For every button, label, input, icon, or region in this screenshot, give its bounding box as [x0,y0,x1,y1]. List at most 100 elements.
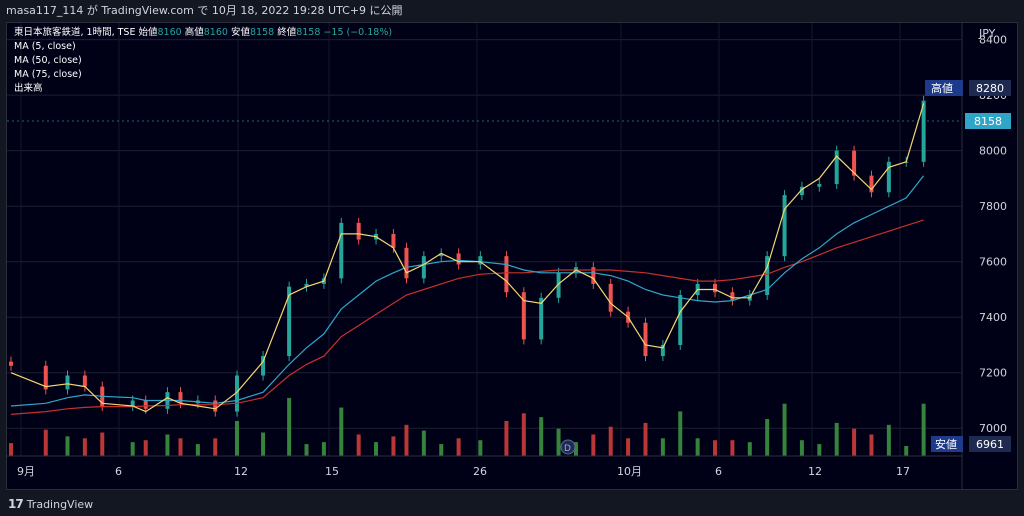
candle-body [782,195,787,257]
candle-body [9,361,13,366]
grid-lines [7,23,962,456]
candle-body [456,253,461,265]
volume-bar [678,411,683,456]
tradingview-logo[interactable]: 17 TradingView [8,497,93,511]
volume-bar [886,424,891,456]
time-tick-label: 26 [473,465,487,478]
volume-bar [339,407,344,456]
candle-body [852,150,857,176]
chart-canvas[interactable]: 84008200800078007600740072007000 9月61215… [7,23,1017,489]
time-tick-label: 9月 [17,465,35,478]
volume-bar [321,442,326,456]
volume-bar [608,426,613,456]
svg-text:D: D [564,444,571,454]
volume-bar [626,438,631,456]
legend-ohlc-row: 東日本旅客鉄道, 1時間, TSE 始値8160 高値8160 安値8158 終… [14,26,392,40]
high-value: 8160 [203,27,228,38]
volume-bar [391,436,396,456]
candle-body [65,375,70,390]
candle-body [421,256,426,279]
price-tick-label: 8400 [979,34,1007,47]
footer-bar [0,490,1024,516]
candle-body [143,400,148,409]
candle-body [404,247,409,279]
currency-label: JPY [978,27,996,40]
volume-bar [730,440,735,456]
close-value: 8158 [296,27,321,38]
candle-body [765,256,770,296]
price-tick-label: 7600 [979,256,1007,269]
high-tag-value: 8280 [976,82,1004,95]
volume-bar [65,436,70,456]
candle-body [213,400,218,412]
price-tick-label: 7200 [979,367,1007,380]
volume-bar [287,397,292,456]
indicator-ma50[interactable]: MA (50, close) [14,55,82,66]
volume-bar [504,421,509,456]
low-value: 8158 [249,27,275,38]
volume-bar [782,403,787,456]
chart-pane[interactable]: 84008200800078007600740072007000 9月61215… [6,22,1018,490]
candle-body [130,400,135,407]
time-tick-label: 6 [115,465,122,478]
volume-bar [195,444,200,456]
candle-body [339,222,344,279]
volume-bar [234,421,239,456]
change-value: −15 (−0.18%) [323,27,393,38]
candle-body [478,256,483,265]
volume-bar [713,440,718,456]
attribution-text: masa117_114 が TradingView.com で 10月 18, … [6,4,403,17]
volume-bar [539,417,544,456]
candle-body [869,175,874,193]
moving-averages [10,103,925,415]
candle-body [730,292,735,301]
candle-body [82,375,87,387]
price-tick-label: 7400 [979,311,1007,324]
volume-bar [456,438,461,456]
candle-body [43,365,48,390]
volume-bar [869,434,874,456]
volume-bar [82,438,87,456]
volume-bar [904,446,909,456]
volume-bar [921,403,926,456]
candle-body [304,283,309,287]
candle-body [834,150,839,184]
low-tag: 安値 6961 [931,436,1011,452]
volume-bar [43,429,48,456]
volume-bar [573,442,578,456]
symbol-label: 東日本旅客鉄道, 1時間, TSE [14,27,136,38]
last-price-value: 8158 [974,115,1002,128]
attribution-bar: masa117_114 が TradingView.com で 10月 18, … [0,0,1024,22]
volume-bar [404,424,409,456]
candle-body [713,283,718,293]
time-tick-label: 12 [808,465,822,478]
volume-bar [765,419,770,456]
high-tag-label: 高値 [931,81,953,95]
volume-bar [799,440,804,456]
volume-bar [356,434,361,456]
candle-body [539,297,544,340]
price-tick-label: 7000 [979,422,1007,435]
volume-bar [817,444,822,456]
candle-body [261,356,266,376]
low-tag-value: 6961 [976,438,1004,451]
volume-bar [9,443,13,456]
volume-bar [852,428,857,456]
indicator-ma75[interactable]: MA (75, close) [14,69,82,80]
volume-bar [521,413,526,456]
volume-bar [165,434,170,456]
time-tick-label: 10月 [617,465,642,478]
indicator-ma5[interactable]: MA (5, close) [14,41,76,52]
low-tag-label: 安値 [935,437,957,451]
high-tag: 高値 8280 [925,80,1011,96]
dividend-marker[interactable]: D [560,439,576,455]
candle-body [521,292,526,340]
tradingview-brand: TradingView [26,497,94,511]
candle-body [817,183,822,187]
candle-body [799,186,804,196]
volume-bar [439,444,444,456]
candle-body [178,392,183,404]
candle-body [356,222,361,240]
indicator-volume[interactable]: 出来高 [14,83,43,94]
candle-body [886,161,891,193]
